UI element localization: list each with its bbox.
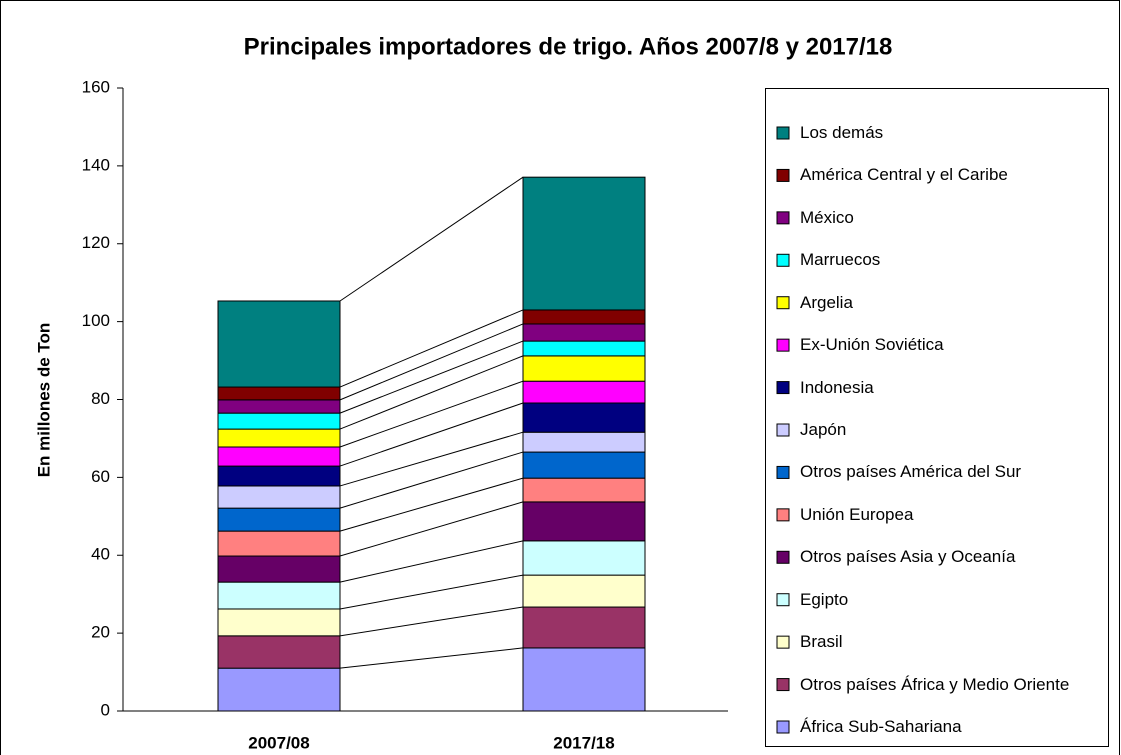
legend-swatch <box>776 508 790 522</box>
series-line <box>339 323 524 401</box>
bar-segment <box>522 380 646 404</box>
series-line <box>339 355 524 430</box>
series-line <box>339 340 524 414</box>
y-tick-label: 0 <box>101 700 110 719</box>
bar-segment <box>217 300 341 388</box>
legend-label: Otros países América del Sur <box>800 462 1022 482</box>
series-line <box>339 501 524 557</box>
series-line <box>339 606 524 637</box>
bar-segment <box>522 647 646 712</box>
bar-segment <box>217 530 341 557</box>
series-line <box>339 402 524 467</box>
bar-segment <box>217 386 341 401</box>
series-line <box>339 309 524 388</box>
bar-segment <box>217 581 341 610</box>
legend-label: Marruecos <box>800 250 881 270</box>
legend-label: Otros países África y Medio Oriente <box>800 674 1070 694</box>
legend-label: Ex-Unión Soviética <box>800 335 944 355</box>
legend-swatch <box>776 296 790 310</box>
chart-title: Principales importadores de trigo. Años … <box>244 33 893 60</box>
series-line <box>339 431 524 487</box>
legend-frame <box>765 88 1109 747</box>
y-tick-label: 60 <box>91 467 110 486</box>
legend-label: América Central y el Caribe <box>800 165 1008 185</box>
y-tick-label: 40 <box>91 545 110 564</box>
legend-swatch <box>776 253 790 267</box>
bar-segment <box>217 412 341 430</box>
legend-swatch <box>776 678 790 692</box>
y-tick-label: 140 <box>82 155 110 174</box>
bar-segment <box>217 555 341 583</box>
legend-label: Japón <box>800 420 847 439</box>
legend-label: Egipto <box>800 589 849 609</box>
bar-segment <box>217 608 341 637</box>
y-tick-label: 100 <box>82 311 110 330</box>
legend-label: Brasil <box>800 632 843 652</box>
bar-segment <box>522 323 646 342</box>
series-line <box>339 477 524 532</box>
legend-swatch <box>776 550 790 564</box>
series-line <box>339 540 524 583</box>
bar-segment <box>522 574 646 608</box>
y-tick-label: 20 <box>91 623 110 642</box>
y-tick-label: 160 <box>82 77 110 96</box>
bar-segment <box>522 501 646 542</box>
y-tick-label: 120 <box>82 233 110 252</box>
bar-segment <box>522 309 646 325</box>
bar-segment <box>522 176 646 311</box>
bar-segment <box>217 399 341 414</box>
y-axis-label: En millones de Ton <box>34 323 53 478</box>
bar-segment <box>522 451 646 479</box>
bar-segment <box>522 340 646 357</box>
bar-segment <box>522 402 646 433</box>
legend-swatch <box>776 381 790 395</box>
series-line <box>339 451 524 509</box>
legend-label: México <box>800 207 854 227</box>
bar-segment <box>217 485 341 509</box>
legend-swatch <box>776 423 790 437</box>
legend-label: Argelia <box>800 292 853 312</box>
legend-swatch <box>776 126 790 140</box>
bar-segment <box>522 355 646 382</box>
legend-swatch <box>776 593 790 607</box>
legend-swatch <box>776 168 790 182</box>
legend-label: Indonesia <box>800 377 874 397</box>
bar-segment <box>217 446 341 467</box>
bar-segment <box>522 606 646 649</box>
x-tick-label: 2017/18 <box>553 733 614 752</box>
bar-segment <box>217 428 341 448</box>
legend-swatch <box>776 338 790 352</box>
bar-segment <box>217 635 341 669</box>
bar-segment <box>522 540 646 576</box>
bar-segment <box>522 477 646 503</box>
legend-label: África Sub-Sahariana <box>800 717 962 736</box>
legend-swatch <box>776 465 790 479</box>
bar-segment <box>522 431 646 453</box>
x-tick-label: 2007/08 <box>248 733 309 752</box>
legend-swatch <box>776 720 790 734</box>
series-line <box>339 176 524 302</box>
bar-segment <box>217 465 341 487</box>
series-line <box>339 380 524 448</box>
y-tick-label: 80 <box>91 389 110 408</box>
series-line <box>339 647 524 669</box>
legend-label: Los demás <box>800 123 884 142</box>
legend-label: Unión Europea <box>800 504 914 524</box>
legend-label: Otros países Asia y Oceanía <box>800 547 1016 567</box>
legend-swatch <box>776 211 790 225</box>
bar-segment <box>217 667 341 712</box>
series-line <box>339 574 524 610</box>
legend-swatch <box>776 635 790 649</box>
bar-segment <box>217 507 341 532</box>
